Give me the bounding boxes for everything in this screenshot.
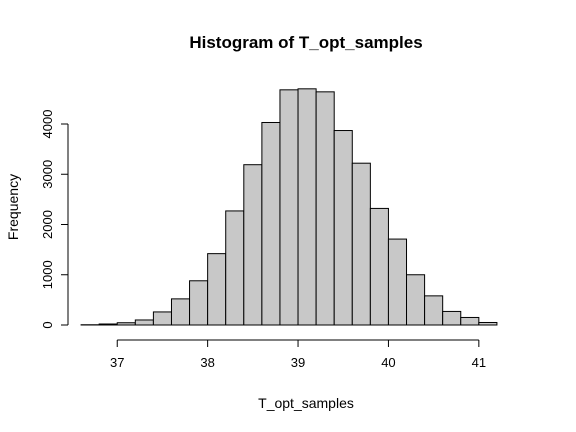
histogram-bar: [387, 238, 408, 326]
histogram-bar: [207, 253, 227, 326]
y-tick-label: 2000: [40, 210, 55, 239]
x-tick-label: 41: [472, 355, 486, 370]
histogram-bar: [424, 295, 444, 326]
histogram-bar: [261, 121, 281, 326]
histogram-bar: [225, 210, 245, 326]
x-tick-label: 39: [291, 355, 305, 370]
x-tick-label: 37: [110, 355, 124, 370]
y-tick-label: 3000: [40, 160, 55, 189]
histogram-bar: [243, 164, 263, 326]
x-axis-label: T_opt_samples: [258, 395, 354, 411]
y-tick-label: 4000: [40, 110, 55, 139]
histogram-bar: [406, 274, 426, 326]
histogram-bar: [152, 311, 172, 326]
histogram-bar: [351, 162, 371, 326]
chart-title: Histogram of T_opt_samples: [189, 33, 422, 52]
y-tick-label: 0: [40, 321, 55, 328]
histogram-bar: [170, 298, 191, 326]
bars-group: [80, 88, 498, 326]
histogram-bar: [189, 280, 209, 326]
histogram-bar: [478, 321, 498, 326]
x-tick-label: 40: [381, 355, 395, 370]
histogram-bar: [134, 319, 154, 326]
histogram-bar: [315, 91, 335, 326]
x-axis: 37 38 39 40 41: [110, 339, 486, 370]
histogram-bar: [442, 310, 462, 326]
histogram-bar: [98, 323, 118, 326]
y-tick-label: 1000: [40, 260, 55, 289]
histogram-bar: [116, 322, 136, 326]
histogram-bar: [279, 89, 299, 326]
histogram-bar: [369, 207, 389, 326]
histogram-bar: [460, 316, 480, 326]
y-axis-label: Frequency: [5, 174, 21, 240]
y-axis: 0 1000 2000 3000 4000: [40, 110, 69, 329]
histogram-bar: [297, 88, 317, 326]
x-tick-label: 38: [200, 355, 214, 370]
histogram-bar: [333, 130, 353, 326]
